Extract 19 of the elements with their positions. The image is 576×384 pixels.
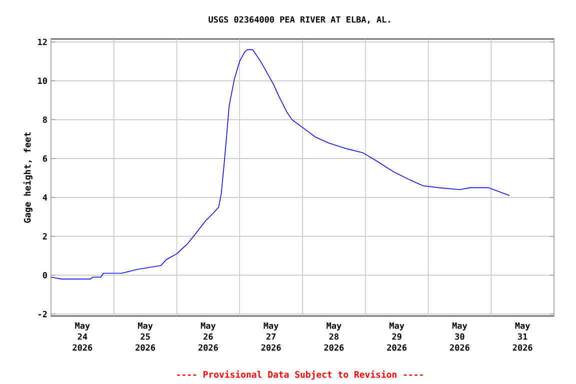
y-tick-label: 8 (42, 116, 47, 123)
x-tick-label: May 28 2026 (324, 322, 344, 351)
y-tick-label: 2 (42, 233, 47, 240)
y-tick-label: 0 (42, 272, 47, 278)
x-tick-label: May 25 2026 (136, 322, 156, 351)
x-tick-label: May 30 2026 (450, 322, 470, 351)
x-tick-label: May 26 2026 (198, 322, 218, 351)
text: ---- Provisional Data Subject to Revision ---- (177, 370, 423, 380)
y-tick-label: -2 (38, 310, 47, 318)
chart-title: USGS 02364000 PEA RIVER AT ELBA, AL. (208, 16, 390, 24)
y-tick-label: 12 (38, 38, 47, 46)
x-tick-label: May 27 2026 (261, 322, 281, 351)
y-tick-label: 4 (42, 194, 48, 201)
y-tick-label: 10 (38, 78, 47, 84)
x-tick-label: May 29 2026 (387, 322, 407, 351)
y-axis-title: Gage height, feet (23, 132, 32, 223)
x-tick-label: May 31 2026 (512, 322, 532, 351)
y-tick-label: 6 (42, 155, 48, 162)
x-tick-label: May 24 2026 (72, 322, 92, 351)
